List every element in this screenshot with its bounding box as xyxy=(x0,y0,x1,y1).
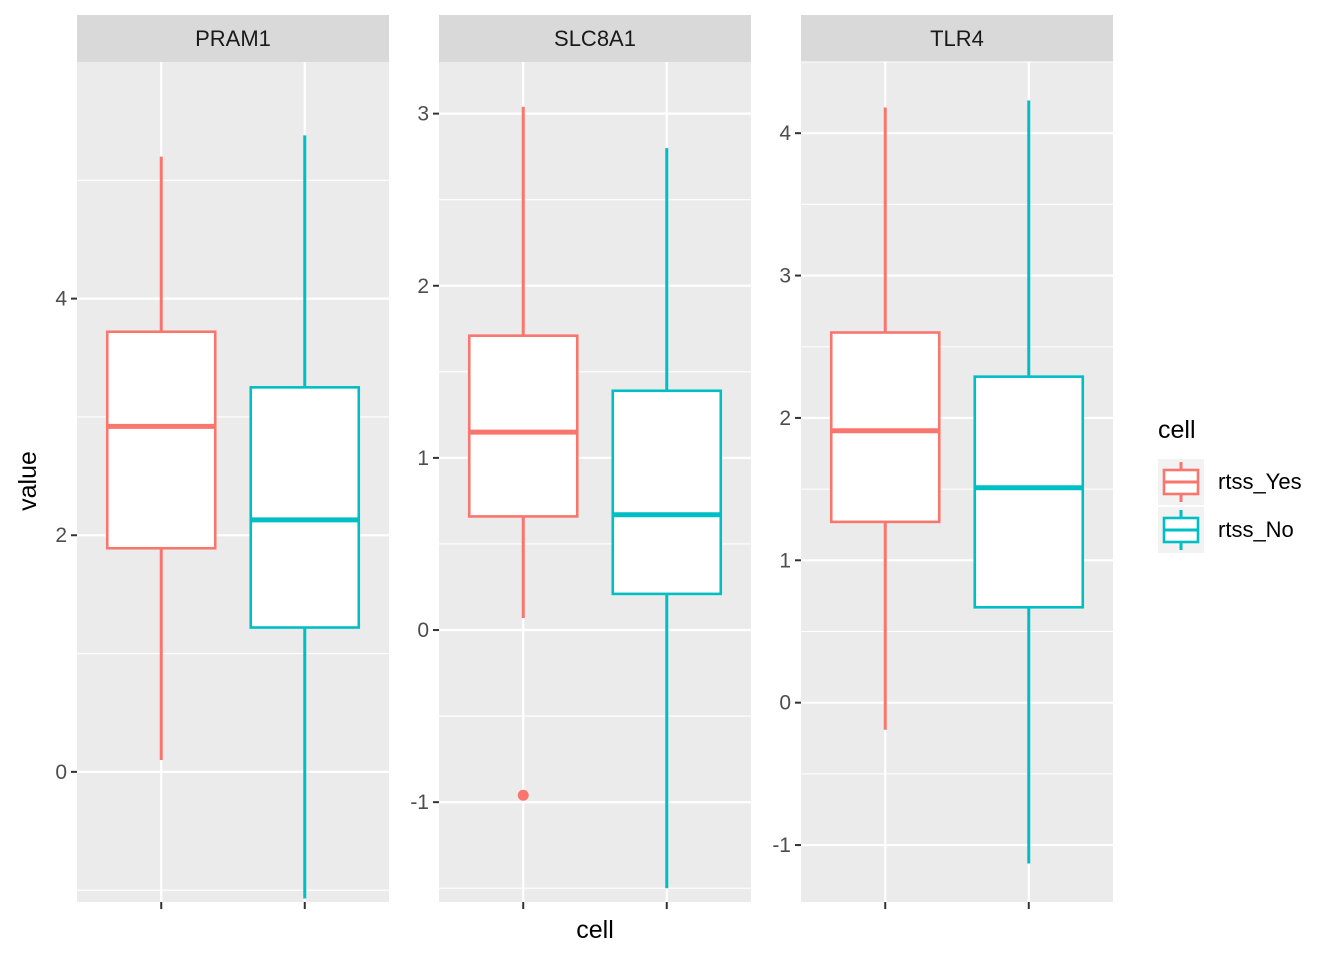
y-tick-label: 0 xyxy=(417,619,429,642)
y-tick-label: 4 xyxy=(779,122,791,145)
box-rtss_Yes xyxy=(829,107,941,730)
legend-title: cell xyxy=(1158,416,1196,444)
box-rtss_No xyxy=(611,148,723,889)
y-tick-label: 0 xyxy=(779,692,791,715)
outlier-point xyxy=(517,789,529,801)
box-body xyxy=(829,331,941,524)
strip-background xyxy=(77,15,389,62)
y-axis-title: value xyxy=(14,451,42,511)
y-tick-label: 2 xyxy=(55,524,67,547)
box-body xyxy=(611,389,723,596)
y-tick-label: -1 xyxy=(772,834,791,857)
box-rtss_No xyxy=(973,100,1085,864)
panel-tlr4: TLR4 -1 0 1 2 3 4 xyxy=(772,15,1113,909)
legend: cell rtss_Yes rtss_No xyxy=(1158,416,1302,553)
legend-key-rtss_Yes: rtss_Yes xyxy=(1158,459,1302,505)
panel-slc8a1: SLC8A1 -1 0 1 2 3 xyxy=(410,15,751,909)
strip-label: SLC8A1 xyxy=(554,26,636,51)
panel-pram1: PRAM1 0 2 4 xyxy=(55,15,389,909)
y-tick-label: 3 xyxy=(779,265,791,288)
box-body xyxy=(105,330,217,550)
y-tick-label: 1 xyxy=(417,447,429,470)
y-tick-label: -1 xyxy=(410,791,429,814)
y-tick-label: 0 xyxy=(55,761,67,784)
strip-background xyxy=(439,15,751,62)
panels: PRAM1 0 2 4 SLC8A1 -1 0 1 2 3 TLR4 -1 0 1 2 3 4 xyxy=(55,15,1113,909)
y-tick-label: 4 xyxy=(55,288,67,311)
box-rtss_Yes xyxy=(467,106,579,801)
y-tick-label: 2 xyxy=(417,275,429,298)
box-body xyxy=(973,375,1085,609)
y-tick-label: 3 xyxy=(417,103,429,126)
box-rtss_No xyxy=(249,135,361,899)
strip-background xyxy=(801,15,1113,62)
legend-label: rtss_No xyxy=(1218,517,1294,542)
x-axis-title: cell xyxy=(576,916,614,944)
strip-label: PRAM1 xyxy=(195,26,271,51)
y-tick-label: 1 xyxy=(779,549,791,572)
legend-label: rtss_Yes xyxy=(1218,469,1302,494)
box-body xyxy=(249,386,361,629)
y-tick-label: 2 xyxy=(779,407,791,430)
legend-key-rtss_No: rtss_No xyxy=(1158,507,1294,553)
box-rtss_Yes xyxy=(105,156,217,761)
box-body xyxy=(467,334,579,518)
strip-label: TLR4 xyxy=(930,26,984,51)
